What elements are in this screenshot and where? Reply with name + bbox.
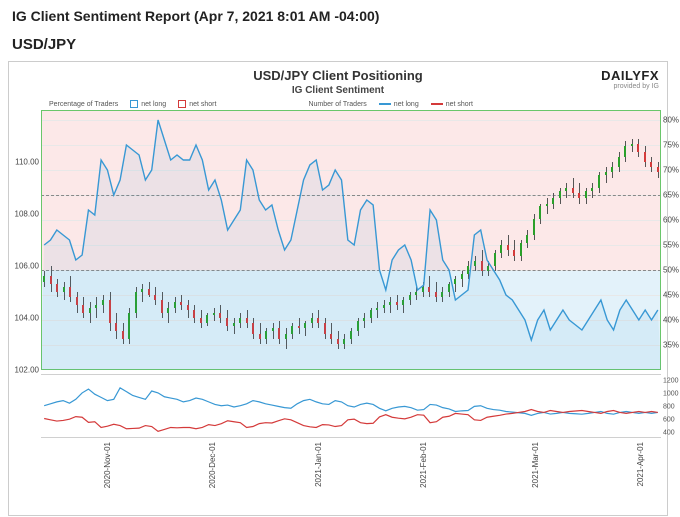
x-axis: 2020-Nov-012020-Dec-012021-Jan-012021-Fe…: [41, 438, 661, 498]
chart-subtitle: IG Client Sentiment: [9, 85, 667, 96]
sentiment-line: [41, 110, 661, 370]
brand-name: DAILYFX: [601, 68, 659, 83]
pair-symbol: USD/JPY: [0, 32, 680, 61]
trader-count-lines: [41, 375, 661, 437]
legend-long-line: net long: [379, 101, 419, 108]
sub-chart: 40060080010001200: [41, 374, 661, 438]
chart-header: USD/JPY Client Positioning IG Client Sen…: [9, 62, 667, 98]
y-axis-price: 102.00104.00106.00108.00110.00: [13, 110, 39, 370]
y-axis-percent: 35%40%45%50%55%60%65%70%75%80%: [663, 110, 680, 370]
report-title: IG Client Sentiment Report (Apr 7, 2021 …: [12, 8, 668, 24]
legend-left-label: Percentage of Traders: [49, 101, 118, 108]
main-chart: 102.00104.00106.00108.00110.00 35%40%45%…: [41, 110, 661, 370]
sub-y-axis: 40060080010001200: [663, 375, 680, 437]
legend-short-swatch: net short: [178, 100, 216, 108]
legend-right-label: Number of Traders: [308, 101, 366, 108]
report-header: IG Client Sentiment Report (Apr 7, 2021 …: [0, 0, 680, 32]
chart-container: USD/JPY Client Positioning IG Client Sen…: [8, 61, 668, 516]
legend-long-swatch: net long: [130, 100, 166, 108]
chart-title: USD/JPY Client Positioning: [9, 68, 667, 83]
brand-logo: DAILYFX provided by IG: [601, 68, 659, 90]
legend-row: Percentage of Traders net long net short…: [9, 98, 667, 110]
brand-tagline: provided by IG: [601, 83, 659, 90]
legend-short-line: net short: [431, 101, 473, 108]
